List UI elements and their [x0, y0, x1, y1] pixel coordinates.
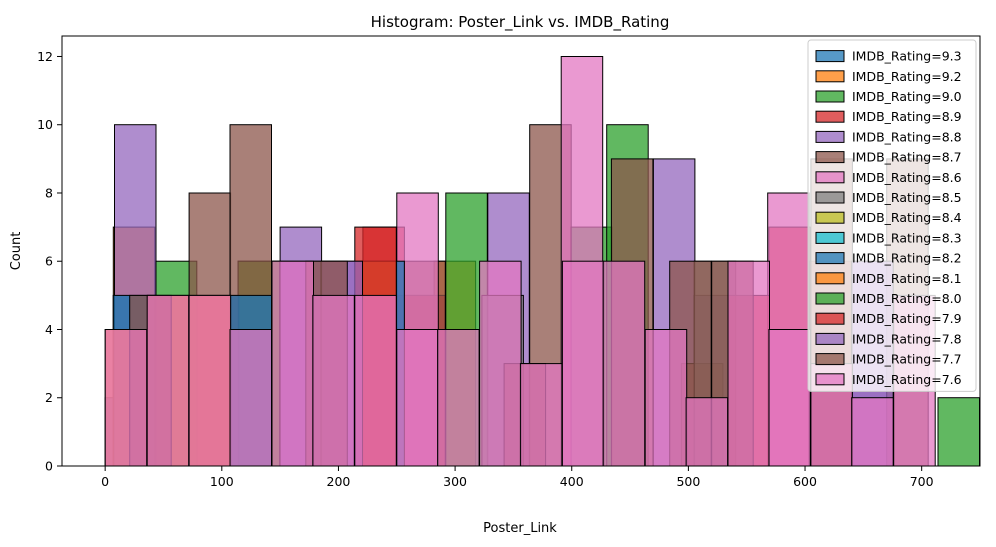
legend-swatch-12	[815, 292, 845, 305]
bar-series-16-bin-14	[685, 397, 729, 467]
legend-swatch-7	[815, 191, 845, 204]
bar-series-16-bin-15	[727, 260, 770, 467]
legend-entry-7: IMDB_Rating=8.5	[852, 190, 962, 205]
plot-frame	[61, 35, 981, 467]
legend-swatch-1	[815, 70, 845, 83]
legend-swatch-13	[815, 312, 845, 325]
legend-swatch-15	[815, 353, 845, 366]
legend-entry-4: IMDB_Rating=8.8	[852, 129, 962, 144]
bars-layer	[104, 56, 980, 467]
legend-entry-8: IMDB_Rating=8.4	[852, 210, 962, 225]
bar-series-16-bin-8	[437, 329, 480, 467]
x-tick-label-0: 0	[101, 474, 109, 489]
y-tick-label-4: 8	[45, 185, 53, 200]
y-tick-label-3: 6	[45, 254, 53, 269]
x-tick-label-1: 100	[210, 474, 234, 489]
legend-swatch-3	[815, 110, 845, 123]
legend-entry-3: IMDB_Rating=8.9	[852, 109, 962, 124]
x-axis-label: Poster_Link	[483, 521, 557, 536]
legend-swatch-0	[815, 50, 845, 63]
legend-entry-15: IMDB_Rating=7.7	[852, 352, 962, 367]
bar-series-16-bin-10	[519, 363, 563, 467]
x-tick-label-4: 400	[560, 474, 584, 489]
legend-swatch-16	[815, 373, 845, 386]
x-tick-label-2: 200	[327, 474, 351, 489]
legend: IMDB_Rating=9.3 IMDB_Rating=9.2 IMDB_Ratin…	[807, 39, 977, 392]
bar-series-16-bin-7	[396, 329, 439, 467]
legend-swatch-11	[815, 272, 845, 285]
chart-title: Histogram: Poster_Link vs. IMDB_Rating	[371, 13, 670, 32]
y-tick-label-1: 2	[45, 390, 53, 405]
legend-swatch-4	[815, 130, 845, 143]
x-tick-label-7: 700	[910, 474, 934, 489]
legend-entry-13: IMDB_Rating=7.9	[852, 311, 962, 326]
bar-series-16-bin-5	[312, 294, 355, 467]
bar-series-16-bin-1	[146, 294, 190, 467]
legend-entry-9: IMDB_Rating=8.3	[852, 230, 962, 245]
legend-swatch-10	[815, 252, 845, 265]
y-axis: 0 2 4 6 8 10 12	[37, 49, 62, 474]
legend-swatch-5	[815, 151, 845, 164]
legend-entry-11: IMDB_Rating=8.1	[852, 271, 962, 286]
x-axis: 0 100 200 300 400 500 600 700	[101, 466, 934, 489]
bar-series-16-bin-6	[354, 294, 397, 467]
bar-series-16-bin-16	[768, 329, 811, 467]
legend-swatch-6	[815, 171, 845, 184]
y-tick-label-5: 10	[37, 117, 53, 132]
bar-series-16-bin-3	[229, 329, 272, 467]
legend-entry-1: IMDB_Rating=9.2	[852, 69, 962, 84]
y-tick-label-0: 0	[45, 459, 53, 474]
legend-swatch-9	[815, 231, 845, 244]
legend-entry-0: IMDB_Rating=9.3	[852, 49, 962, 64]
x-tick-label-6: 600	[793, 474, 817, 489]
bar-series-16-bin-11	[561, 260, 605, 467]
bar-series-16-bin-18	[851, 397, 894, 467]
bar-series-16-bin-2	[188, 294, 232, 467]
bar-series-16-bin-13	[644, 329, 688, 467]
bar-series-16-bin-0	[104, 329, 148, 467]
legend-entry-12: IMDB_Rating=8.0	[852, 291, 962, 306]
legend-entry-16: IMDB_Rating=7.6	[852, 372, 962, 387]
bar-series-16-bin-12	[602, 260, 646, 467]
legend-swatch-14	[815, 332, 845, 345]
legend-swatch-2	[815, 90, 845, 103]
legend-swatch-8	[815, 211, 845, 224]
y-tick-label-6: 12	[37, 49, 53, 64]
bar-series-16-bin-4	[271, 260, 314, 467]
x-tick-label-5: 500	[676, 474, 700, 489]
x-tick-label-3: 300	[443, 474, 467, 489]
bar-series-16-bin-9	[479, 260, 522, 467]
legend-entry-6: IMDB_Rating=8.6	[852, 170, 962, 185]
y-axis-label: Count	[9, 232, 24, 271]
legend-entry-2: IMDB_Rating=9.0	[852, 89, 962, 104]
legend-frame	[807, 39, 977, 392]
legend-entry-10: IMDB_Rating=8.2	[852, 251, 962, 266]
y-tick-label-2: 4	[45, 322, 53, 337]
legend-entry-14: IMDB_Rating=7.8	[852, 331, 962, 346]
bar-series-2-bin-6	[937, 397, 980, 467]
legend-entry-5: IMDB_Rating=8.7	[852, 150, 962, 165]
